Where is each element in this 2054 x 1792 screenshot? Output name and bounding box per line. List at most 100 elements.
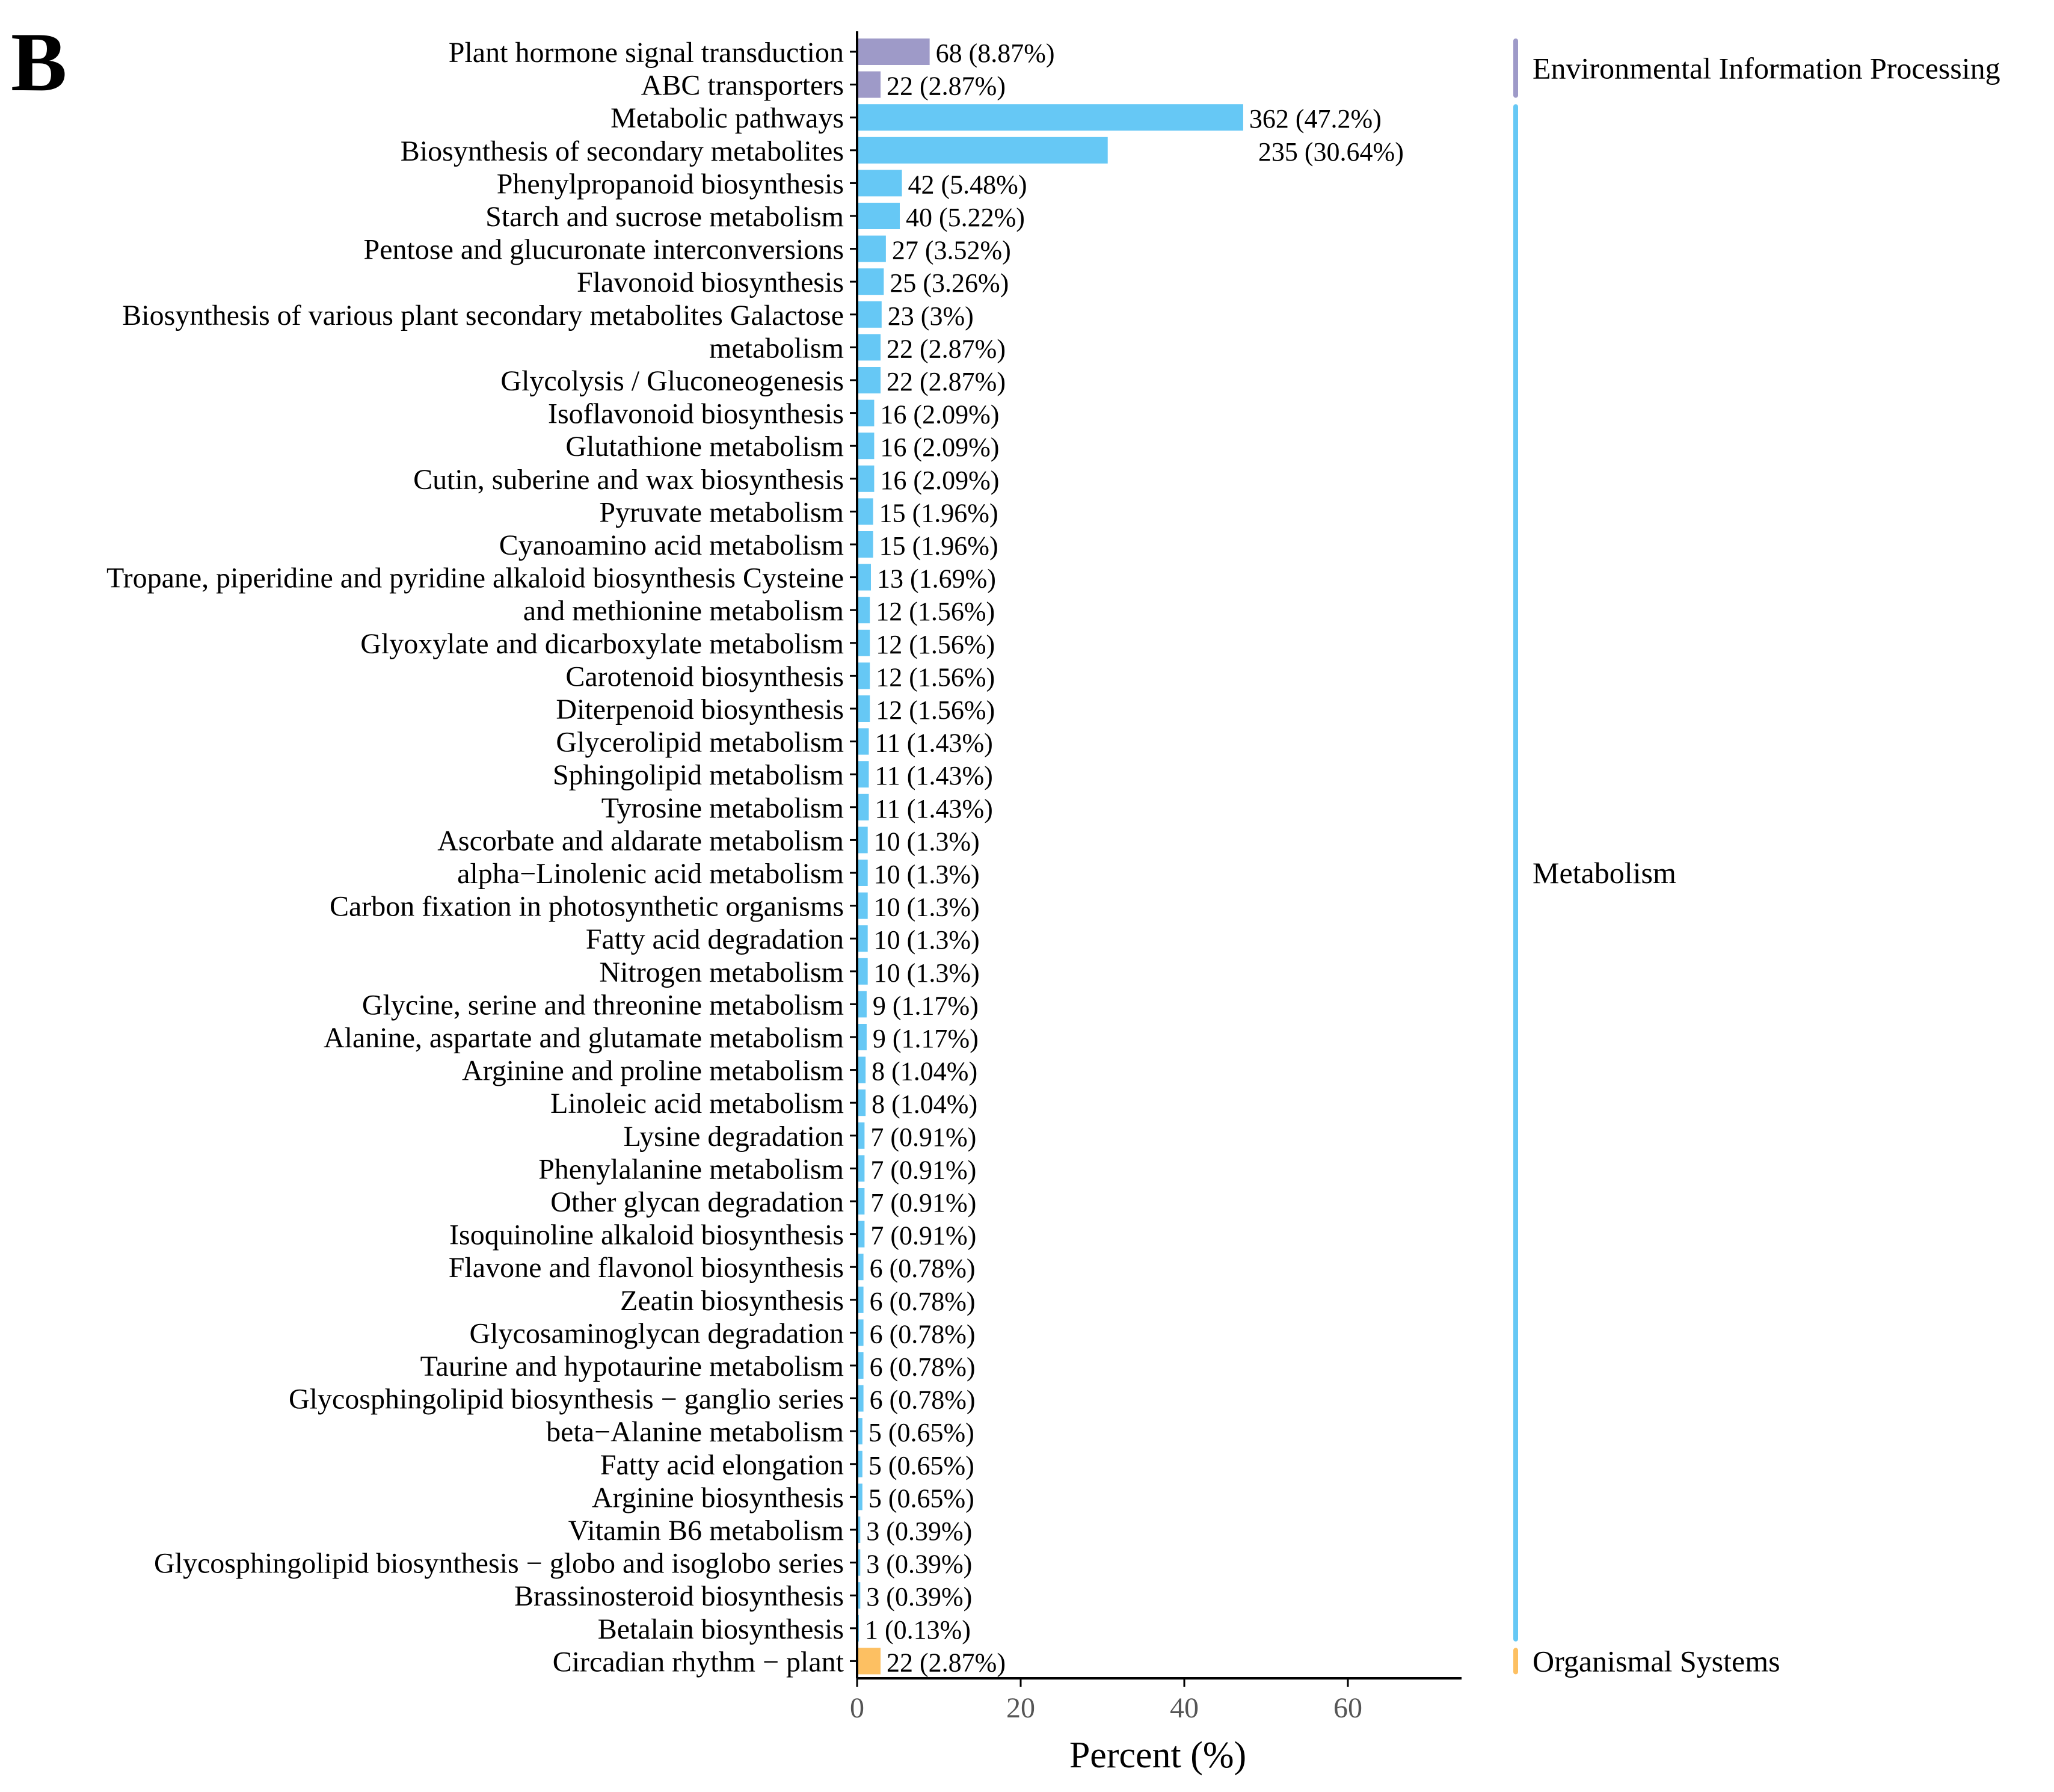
category-label: Flavonoid biosynthesis <box>577 266 844 298</box>
category-label: Circadian rhythm − plant <box>553 1646 844 1678</box>
group-bracket <box>1513 1648 1518 1675</box>
value-label: 3 (0.39%) <box>866 1550 972 1579</box>
category-label: Glycerolipid metabolism <box>556 727 844 759</box>
value-label: 16 (2.09%) <box>880 466 999 495</box>
value-label: 40 (5.22%) <box>906 203 1025 232</box>
category-label: Biosynthesis of various plant secondary … <box>122 300 844 331</box>
bar <box>857 1221 865 1248</box>
bar <box>857 925 868 952</box>
category-label: Cutin, suberine and wax biosynthesis <box>413 464 844 496</box>
category-label: Fatty acid degradation <box>586 923 844 955</box>
category-label: metabolism <box>709 332 844 364</box>
category-label: beta−Alanine metabolism <box>546 1416 844 1448</box>
bar <box>857 268 884 295</box>
bar <box>857 1319 864 1346</box>
value-label: 25 (3.26%) <box>890 268 1009 298</box>
category-label: Starch and sucrose metabolism <box>485 201 844 233</box>
bar <box>857 235 886 262</box>
category-label: Glyoxylate and dicarboxylate metabolism <box>360 628 844 660</box>
group-bracket <box>1513 38 1518 98</box>
bar <box>857 1385 864 1412</box>
value-label: 10 (1.3%) <box>874 893 980 922</box>
bar <box>857 38 930 65</box>
category-label: Pyruvate metabolism <box>599 496 844 528</box>
bar <box>857 662 870 689</box>
category-label: Glycosaminoglycan degradation <box>470 1317 844 1349</box>
bar <box>857 531 873 558</box>
category-label: Glycine, serine and threonine metabolism <box>362 989 844 1021</box>
category-label: Pentose and glucuronate interconversions <box>364 234 844 266</box>
category-label: Plant hormone signal transduction <box>449 37 844 69</box>
category-label: Ascorbate and aldarate metabolism <box>437 825 844 857</box>
category-label: Cyanoamino acid metabolism <box>499 529 844 561</box>
value-label: 12 (1.56%) <box>876 662 995 692</box>
group-label: Environmental Information Processing <box>1533 51 2000 85</box>
bar <box>857 465 875 492</box>
value-label: 10 (1.3%) <box>874 925 980 955</box>
value-label: 10 (1.3%) <box>874 958 980 988</box>
value-label: 8 (1.04%) <box>872 1089 977 1119</box>
bar <box>857 958 868 985</box>
value-label: 9 (1.17%) <box>873 991 979 1020</box>
bar <box>857 728 869 755</box>
category-label: Glycosphingolipid biosynthesis − globo a… <box>154 1548 844 1580</box>
category-label: Biosynthesis of secondary metabolites <box>401 135 844 167</box>
value-label: 235 (30.64%) <box>1258 137 1404 167</box>
bar <box>857 334 881 361</box>
bar <box>857 564 871 591</box>
bar <box>857 1056 866 1083</box>
bar <box>857 170 902 197</box>
bar <box>857 1155 865 1182</box>
bar <box>857 991 867 1018</box>
value-label: 15 (1.96%) <box>879 531 998 561</box>
value-label: 6 (0.78%) <box>870 1287 976 1316</box>
value-label: 3 (0.39%) <box>866 1582 972 1612</box>
value-label: 22 (2.87%) <box>887 367 1006 396</box>
category-label: Linoleic acid metabolism <box>550 1088 844 1119</box>
category-label: alpha−Linolenic acid metabolism <box>457 858 844 890</box>
value-label: 68 (8.87%) <box>936 38 1055 68</box>
bar <box>857 1254 864 1281</box>
bar <box>857 1122 865 1149</box>
category-label: and methionine metabolism <box>523 595 844 627</box>
category-label: Arginine biosynthesis <box>592 1482 844 1513</box>
bar <box>857 1582 861 1609</box>
x-tick-label: 0 <box>850 1692 864 1724</box>
category-label: Brassinosteroid biosynthesis <box>514 1580 844 1612</box>
value-label: 12 (1.56%) <box>876 695 995 725</box>
bar <box>857 793 869 821</box>
bar <box>857 860 868 886</box>
value-label: 9 (1.17%) <box>873 1024 979 1053</box>
bar <box>857 203 900 229</box>
value-label: 6 (0.78%) <box>870 1319 976 1349</box>
value-label: 6 (0.78%) <box>870 1352 976 1382</box>
bar <box>857 827 868 854</box>
value-label: 10 (1.3%) <box>874 827 980 856</box>
category-label: Metabolic pathways <box>610 102 844 134</box>
value-label: 7 (0.91%) <box>870 1188 976 1218</box>
category-label: Taurine and hypotaurine metabolism <box>420 1350 844 1382</box>
category-label: Carbon fixation in photosynthetic organi… <box>330 891 844 923</box>
value-label: 11 (1.43%) <box>875 761 992 790</box>
bar <box>857 498 873 525</box>
bar <box>857 695 870 722</box>
x-tick-label: 20 <box>1006 1692 1035 1724</box>
bar <box>857 761 869 788</box>
value-label: 10 (1.3%) <box>874 860 980 889</box>
value-label: 3 (0.39%) <box>866 1516 972 1546</box>
bar <box>857 629 870 656</box>
bar <box>857 137 1108 164</box>
value-label: 5 (0.65%) <box>869 1451 974 1480</box>
category-label: Isoflavonoid biosynthesis <box>548 398 844 430</box>
value-label: 6 (0.78%) <box>870 1385 976 1415</box>
bar <box>857 71 881 98</box>
bar <box>857 1418 862 1445</box>
category-label: Phenylalanine metabolism <box>538 1153 844 1185</box>
value-label: 15 (1.96%) <box>879 498 998 528</box>
bar <box>857 1648 881 1675</box>
category-label: Other glycan degradation <box>550 1186 844 1218</box>
bar <box>857 301 882 328</box>
x-axis-title: Percent (%) <box>1069 1735 1246 1776</box>
value-label: 13 (1.69%) <box>877 564 996 594</box>
